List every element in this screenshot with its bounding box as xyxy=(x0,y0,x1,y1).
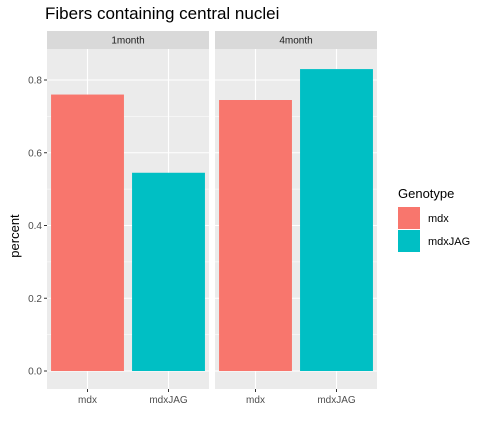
y-tick-label: 0.8 xyxy=(28,76,42,87)
y-axis-title: percent xyxy=(7,214,22,258)
facet-panel-4month: 4month mdx mdxJAG xyxy=(215,31,377,406)
y-tick-label: 0.6 xyxy=(28,148,42,159)
y-tick-label: 0.4 xyxy=(28,221,42,232)
bar-1month-mdxJAG xyxy=(132,172,205,371)
legend-label-mdxJAG: mdxJAG xyxy=(428,236,470,248)
bar-4month-mdx xyxy=(219,100,292,371)
bar-1month-mdx xyxy=(51,94,124,372)
legend-title: Genotype xyxy=(398,186,454,201)
chart-title: Fibers containing central nuclei xyxy=(45,4,279,23)
facet-strip-label: 4month xyxy=(279,36,312,47)
bar-4month-mdxJAG xyxy=(300,69,373,372)
legend-key-mdxJAG xyxy=(398,230,420,252)
y-tick-label: 0.2 xyxy=(28,294,42,305)
facet-panel-1month: 1month mdx mdxJAG xyxy=(47,31,209,406)
x-tick-label: mdxJAG xyxy=(317,395,356,406)
y-tick-label: 0.0 xyxy=(28,367,42,378)
facet-strip xyxy=(215,31,377,49)
legend-label-mdx: mdx xyxy=(428,213,449,225)
facet-panels: 1month mdx mdxJAG 4month mdx mdxJAG xyxy=(47,31,377,406)
facet-strip-label: 1month xyxy=(111,36,144,47)
x-tick-label: mdx xyxy=(78,395,97,406)
x-tick-label: mdx xyxy=(246,395,265,406)
x-tick-label: mdxJAG xyxy=(149,395,188,406)
legend: Genotype mdx mdxJAG xyxy=(398,186,470,252)
y-axis: 0.0 0.2 0.4 0.6 0.8 xyxy=(28,76,47,378)
facet-strip xyxy=(47,31,209,49)
legend-key-mdx xyxy=(398,207,420,229)
